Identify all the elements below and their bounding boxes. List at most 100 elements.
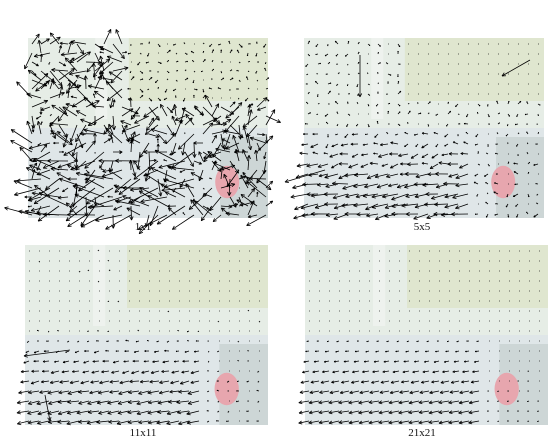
flow-vector	[175, 79, 178, 82]
flow-vector	[366, 213, 379, 218]
flow-vector	[207, 360, 210, 363]
flow-vector	[175, 119, 183, 135]
flow-vector	[327, 61, 331, 65]
flow-vector	[57, 195, 69, 200]
flow-vector	[344, 53, 349, 57]
flow-vector	[537, 103, 541, 106]
flow-vector	[457, 133, 459, 137]
flow-vector	[31, 73, 49, 90]
flow-vector	[39, 53, 43, 63]
flow-vector	[115, 158, 141, 163]
flow-vector	[69, 380, 80, 385]
flow-vector	[384, 203, 399, 210]
flow-vector	[170, 380, 180, 385]
flow-vector	[24, 195, 33, 199]
flow-vector	[172, 104, 178, 117]
flow-vector	[166, 420, 180, 426]
flow-vector	[417, 112, 422, 115]
flow-vector	[57, 399, 70, 404]
flow-vector	[358, 420, 370, 425]
flow-vector	[495, 152, 499, 155]
flow-vector	[298, 400, 310, 405]
flow-vector	[327, 43, 329, 47]
flow-vector	[390, 141, 399, 145]
flow-vector	[424, 360, 430, 363]
flow-vector	[130, 76, 135, 81]
flow-vector	[410, 380, 420, 384]
flow-vector	[332, 181, 349, 186]
flow-vector	[132, 114, 141, 118]
flow-vector	[352, 370, 360, 374]
flow-vector	[177, 410, 190, 415]
flow-vector	[236, 88, 240, 90]
flow-vector	[371, 203, 389, 209]
flow-vector	[182, 97, 186, 102]
flow-vector	[347, 101, 349, 105]
flow-vector	[517, 100, 522, 105]
flow-vector	[162, 360, 170, 364]
flow-vector	[367, 103, 370, 107]
flow-vector	[108, 419, 120, 424]
flow-vector	[367, 72, 369, 75]
flow-vector	[376, 183, 389, 189]
flow-vector	[391, 193, 409, 201]
flow-vector	[351, 380, 360, 384]
flow-vector	[486, 192, 489, 195]
flow-vector	[428, 410, 440, 415]
flow-vector	[150, 167, 177, 180]
flow-vector	[200, 70, 204, 73]
flow-vector	[107, 330, 110, 332]
flow-vector	[355, 123, 359, 127]
flow-vector	[356, 102, 359, 105]
flow-vector	[97, 280, 100, 283]
flow-vector	[386, 173, 399, 179]
flow-vector	[247, 103, 252, 117]
flow-vector	[107, 400, 120, 405]
flow-vector	[347, 73, 350, 75]
flow-vector	[72, 184, 105, 198]
flow-vector	[74, 350, 80, 354]
flow-vector	[148, 70, 152, 72]
flow-vector	[348, 410, 360, 415]
flow-vector	[405, 193, 419, 198]
flow-vector	[82, 370, 90, 374]
flow-vector	[362, 370, 370, 374]
flow-vector	[240, 174, 249, 189]
flow-vector	[143, 106, 159, 118]
flow-vector	[40, 80, 50, 90]
flow-vector	[443, 360, 450, 363]
flow-vector	[154, 79, 159, 84]
flow-vector	[192, 142, 197, 158]
flow-vector	[373, 142, 379, 145]
flow-vector	[409, 390, 420, 395]
flow-vector	[129, 379, 140, 384]
flow-vector	[216, 420, 220, 422]
flow-vector	[256, 178, 272, 191]
flow-vector	[354, 350, 360, 353]
flow-vector	[458, 410, 470, 415]
flow-vector	[421, 162, 429, 165]
flow-vector	[377, 62, 381, 65]
flow-vector	[256, 135, 274, 153]
flow-vector	[23, 360, 30, 364]
flow-vector	[27, 205, 33, 208]
flow-vector	[335, 133, 339, 136]
flow-vector	[50, 130, 69, 144]
flow-vector	[349, 390, 360, 395]
flow-vector	[371, 380, 380, 384]
flow-vector	[92, 104, 105, 109]
flow-vector	[168, 399, 180, 404]
flow-vector	[105, 214, 132, 230]
flow-vector	[110, 136, 114, 144]
flow-vector	[200, 205, 213, 222]
flow-vector	[470, 380, 480, 384]
flow-vector	[139, 43, 143, 45]
flow-vector	[76, 51, 91, 63]
flow-vector	[244, 97, 249, 102]
flow-vector	[347, 113, 351, 116]
flow-vector	[132, 359, 140, 363]
flow-vector	[376, 340, 380, 342]
flow-vector	[438, 410, 450, 415]
flow-vector	[84, 349, 90, 353]
flow-vector	[318, 420, 330, 425]
